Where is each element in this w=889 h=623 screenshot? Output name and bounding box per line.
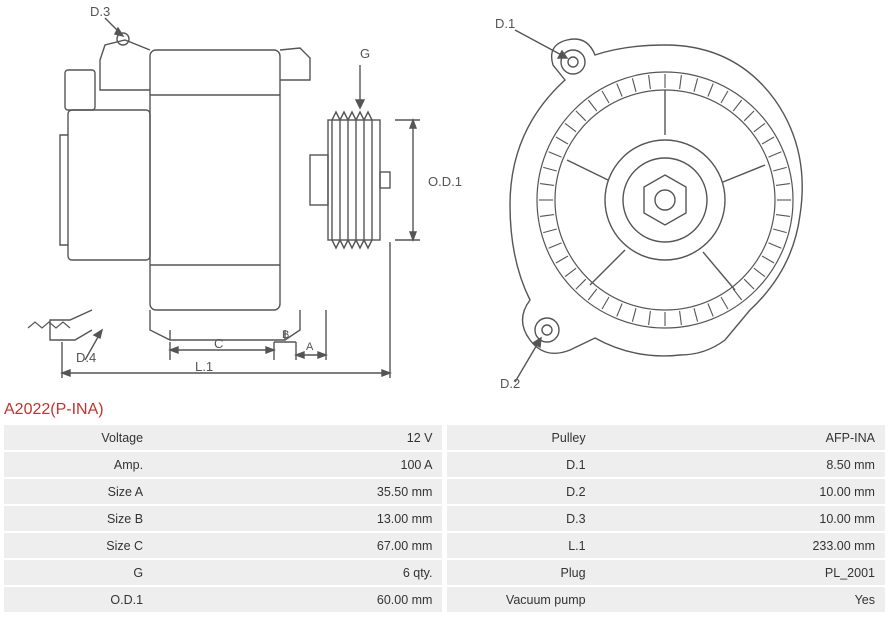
- label-d1: D.1: [495, 16, 515, 31]
- spec-row: Vacuum pumpYes: [447, 587, 886, 612]
- spec-row: PlugPL_2001: [447, 560, 886, 585]
- label-c: C: [214, 336, 223, 351]
- spec-row: Size B13.00 mm: [4, 506, 443, 531]
- spec-label: Vacuum pump: [447, 587, 596, 612]
- spec-label: L.1: [447, 533, 596, 558]
- spec-row: Size C67.00 mm: [4, 533, 443, 558]
- spec-value: PL_2001: [596, 560, 885, 585]
- spec-value: 100 A: [153, 452, 442, 477]
- spec-label: Size A: [4, 479, 153, 504]
- label-a: A: [306, 341, 314, 353]
- spec-value: 10.00 mm: [596, 506, 885, 531]
- spec-label: Plug: [447, 560, 596, 585]
- spec-label: G: [4, 560, 153, 585]
- spec-value: 60.00 mm: [153, 587, 442, 612]
- label-d2: D.2: [500, 376, 520, 391]
- spec-value: 6 qty.: [153, 560, 442, 585]
- spec-value: 67.00 mm: [153, 533, 442, 558]
- spec-value: 233.00 mm: [596, 533, 885, 558]
- spec-row: PulleyAFP-INA: [447, 425, 886, 450]
- spec-value: AFP-INA: [596, 425, 885, 450]
- label-od1: O.D.1: [428, 174, 462, 189]
- label-d4: D.4: [76, 350, 96, 365]
- spec-label: Size C: [4, 533, 153, 558]
- drawing-svg: D.3 G O.D.1 D.4 C B A L.1 D.1 D.2: [0, 0, 889, 395]
- spec-row: L.1233.00 mm: [447, 533, 886, 558]
- spec-label: D.1: [447, 452, 596, 477]
- label-l1: L.1: [195, 359, 213, 374]
- spec-value: 13.00 mm: [153, 506, 442, 531]
- specs-left-column: Voltage12 VAmp.100 ASize A35.50 mmSize B…: [4, 425, 443, 612]
- spec-label: Voltage: [4, 425, 153, 450]
- spec-value: 8.50 mm: [596, 452, 885, 477]
- specs-table: Voltage12 VAmp.100 ASize A35.50 mmSize B…: [0, 425, 889, 612]
- part-number-title: A2022(P-INA): [4, 401, 889, 419]
- label-b: B: [282, 329, 289, 341]
- spec-label: Amp.: [4, 452, 153, 477]
- spec-value: Yes: [596, 587, 885, 612]
- label-g: G: [360, 46, 370, 61]
- side-view: [28, 18, 420, 378]
- spec-value: 10.00 mm: [596, 479, 885, 504]
- spec-value: 35.50 mm: [153, 479, 442, 504]
- spec-label: Pulley: [447, 425, 596, 450]
- label-d3: D.3: [90, 4, 110, 19]
- specs-right-column: PulleyAFP-INAD.18.50 mmD.210.00 mmD.310.…: [447, 425, 886, 612]
- front-view: [510, 30, 802, 382]
- spec-label: D.2: [447, 479, 596, 504]
- technical-drawing: D.3 G O.D.1 D.4 C B A L.1 D.1 D.2: [0, 0, 889, 395]
- spec-row: Size A35.50 mm: [4, 479, 443, 504]
- spec-label: O.D.1: [4, 587, 153, 612]
- spec-label: D.3: [447, 506, 596, 531]
- spec-row: D.310.00 mm: [447, 506, 886, 531]
- spec-row: Voltage12 V: [4, 425, 443, 450]
- spec-row: D.210.00 mm: [447, 479, 886, 504]
- spec-value: 12 V: [153, 425, 442, 450]
- spec-row: O.D.160.00 mm: [4, 587, 443, 612]
- spec-row: D.18.50 mm: [447, 452, 886, 477]
- spec-row: G6 qty.: [4, 560, 443, 585]
- spec-row: Amp.100 A: [4, 452, 443, 477]
- spec-label: Size B: [4, 506, 153, 531]
